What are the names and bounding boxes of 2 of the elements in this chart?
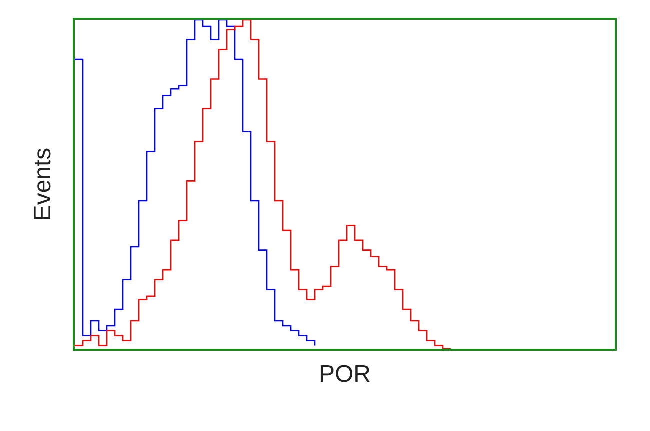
- x-axis-title: POR: [318, 360, 372, 388]
- y-axis-title: Events: [30, 148, 57, 222]
